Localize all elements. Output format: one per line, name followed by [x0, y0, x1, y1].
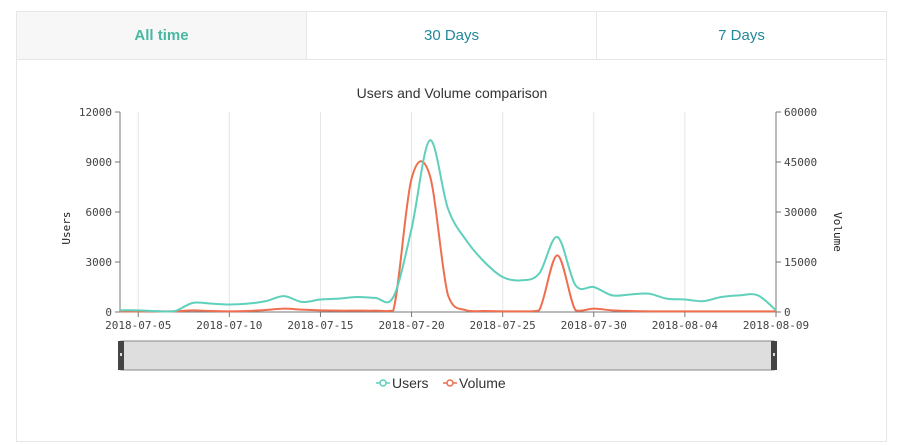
y-right-tick-label: 30000	[784, 206, 817, 219]
legend-item-users[interactable]: Users	[376, 375, 429, 391]
y-left-tick-label: 0	[105, 306, 112, 319]
y-right-tick-label: 45000	[784, 156, 817, 169]
y-left-tick-label: 3000	[86, 256, 113, 269]
brush-extent[interactable]	[120, 340, 775, 371]
series-line-volume	[120, 160, 776, 313]
series-line-users	[119, 139, 777, 313]
grid-lines	[137, 112, 777, 312]
y-right-tick-label: 60000	[784, 106, 817, 119]
axes: 2018-07-05 2018-07-10 2018-07-15 2018-07-20…	[79, 106, 817, 332]
brush-grip-left-icon	[120, 353, 122, 356]
tab-bar: All time 30 Days 7 Days	[17, 12, 886, 60]
y-right-tick-label: 0	[784, 306, 791, 319]
x-tick-label: 2018-07-30	[561, 319, 627, 332]
series-layer	[119, 139, 777, 313]
y-axis-left-label: Users	[60, 211, 73, 244]
x-tick-label: 2018-08-09	[743, 319, 809, 332]
legend-users-label: Users	[392, 375, 429, 391]
tab-7-days[interactable]: 7 Days	[596, 12, 886, 59]
x-tick-label: 2018-07-15	[287, 319, 353, 332]
chart-title: Users and Volume comparison	[357, 85, 548, 101]
y-left-tick-label: 12000	[79, 106, 112, 119]
legend-volume-marker-icon	[446, 379, 454, 387]
x-tick-label: 2018-07-25	[470, 319, 536, 332]
y-left-tick-label: 9000	[86, 156, 113, 169]
x-tick-label: 2018-07-20	[378, 319, 444, 332]
tab-all-time[interactable]: All time	[17, 12, 306, 59]
x-tick-label: 2018-07-05	[105, 319, 171, 332]
legend-users-marker-icon	[379, 379, 387, 387]
x-tick-label: 2018-07-10	[196, 319, 262, 332]
legend: Users Volume	[376, 375, 506, 391]
legend-volume-label: Volume	[459, 375, 506, 391]
legend-item-volume[interactable]: Volume	[443, 375, 506, 391]
y-right-tick-label: 15000	[784, 256, 817, 269]
range-brush[interactable]	[118, 340, 777, 371]
x-tick-label: 2018-08-04	[652, 319, 719, 332]
y-left-tick-label: 6000	[86, 206, 113, 219]
tab-30-days[interactable]: 30 Days	[306, 12, 596, 59]
y-axis-right-label: Volume	[831, 212, 844, 252]
brush-grip-right-icon	[773, 353, 775, 356]
